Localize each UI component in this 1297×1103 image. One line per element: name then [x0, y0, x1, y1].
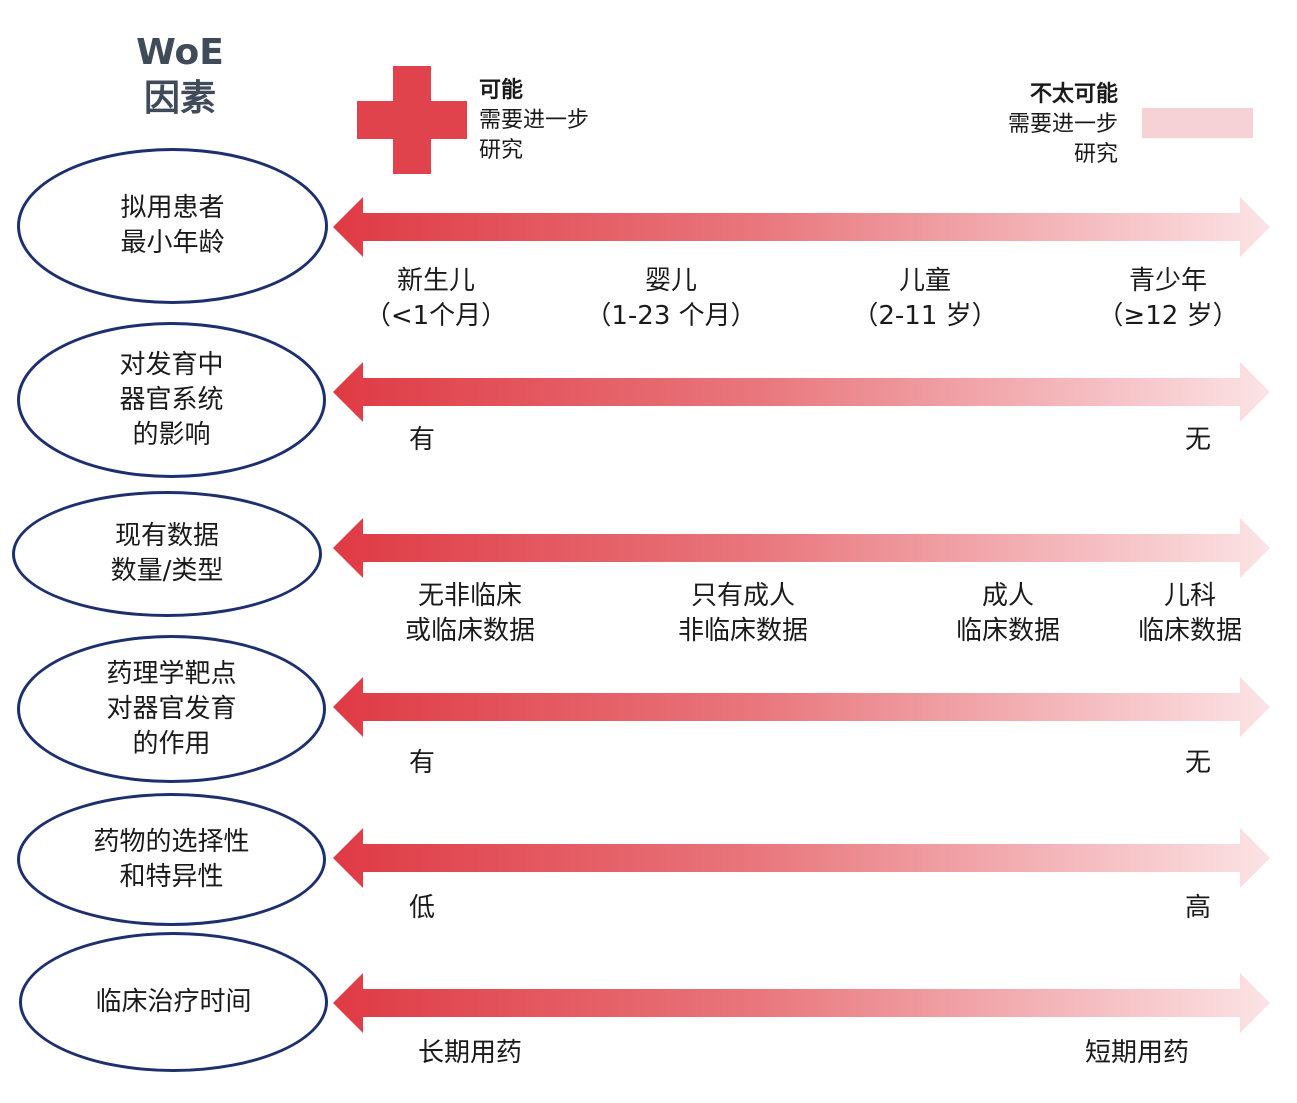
gradient-arrow [333, 518, 1270, 578]
scale-label: 新生儿 （<1个月） [365, 264, 507, 334]
scale-label: 无非临床 或临床数据 [405, 579, 535, 649]
gradient-arrow [333, 973, 1270, 1033]
scale-label: 有 [409, 425, 436, 455]
factor-ellipse-pharmacology-target: 药理学靶点 对器官发育 的作用 [17, 635, 326, 783]
scale-label-line: 儿童 [898, 266, 951, 296]
scale-label: 青少年 （≥12 岁） [1097, 264, 1238, 334]
factor-text: 药物的选择性 [93, 826, 250, 857]
scale-label: 短期用药 [1085, 1038, 1190, 1068]
gradient-arrow [333, 362, 1270, 422]
legend-likely-line1: 需要进一步 [479, 108, 590, 133]
factor-text: 对器官发育 [106, 693, 237, 724]
scale-label-line: 临床数据 [955, 616, 1061, 646]
factor-text: 的影响 [132, 419, 211, 450]
factor-text: 现有数据 [114, 521, 219, 551]
factor-text: 药理学靶点 [106, 658, 237, 689]
scale-label: 高 [1185, 893, 1212, 923]
title-line-1: WoE [136, 32, 224, 73]
plus-icon-bar [357, 101, 467, 139]
scale-label: 无 [1185, 748, 1212, 778]
scale-label: 婴儿 （1-23 个月） [585, 264, 756, 334]
scale-label-line: 新生儿 [396, 266, 476, 296]
scale-label-line: 或临床数据 [404, 616, 536, 646]
factor-ellipse-selectivity: 药物的选择性 和特异性 [17, 793, 326, 926]
gradient-arrow [333, 677, 1270, 737]
factor-text: 数量/类型 [110, 556, 224, 586]
factor-ellipse-developing-organs: 对发育中 器官系统 的影响 [17, 322, 326, 478]
legend-light-swatch [1142, 108, 1253, 138]
woe-factors-title: WoE 因素 [100, 30, 260, 122]
scale-label: 低 [409, 893, 436, 923]
scale-label-line: （1-23 个月） [585, 301, 757, 331]
scale-label-line: （≥12 岁） [1097, 301, 1239, 331]
title-line-2: 因素 [143, 78, 216, 119]
factor-text: 临床治疗时间 [95, 986, 252, 1017]
scale-label-line: （2-11 岁） [852, 301, 998, 331]
factor-ellipse-data-quantity: 现有数据 数量/类型 [12, 491, 322, 617]
scale-label: 只有成人 非临床数据 [678, 579, 808, 649]
scale-label: 有 [409, 748, 436, 778]
scale-label: 儿科 临床数据 [1138, 579, 1242, 649]
scale-label-line: 成人 [981, 581, 1035, 611]
legend-likely-line2: 研究 [479, 138, 524, 163]
factor-text: 最小年龄 [120, 228, 225, 258]
scale-label-line: 青少年 [1128, 266, 1208, 296]
legend-likely: 可能 需要进一步 研究 [479, 76, 589, 166]
factor-ellipse-min-age: 拟用患者 最小年龄 [17, 148, 328, 304]
legend-unlikely-title: 不太可能 [1029, 82, 1118, 107]
factor-text: 和特异性 [119, 861, 224, 892]
legend-unlikely-line1: 需要进一步 [1007, 112, 1118, 137]
scale-label-line: 只有成人 [690, 581, 796, 611]
scale-label: 长期用药 [418, 1038, 523, 1068]
factor-text: 器官系统 [119, 384, 224, 415]
scale-label: 儿童 （2-11 岁） [852, 264, 997, 334]
scale-label: 无 [1185, 425, 1212, 455]
scale-label-line: 无非临床 [417, 581, 523, 611]
factor-ellipse-treatment-duration: 临床治疗时间 [19, 932, 328, 1072]
factor-text: 的作用 [132, 728, 211, 759]
scale-label-line: 非临床数据 [677, 616, 809, 646]
legend-likely-title: 可能 [479, 78, 524, 103]
scale-label: 成人 临床数据 [956, 579, 1060, 649]
scale-label-line: 儿科 [1163, 581, 1217, 611]
scale-label-line: （<1个月） [364, 301, 508, 331]
legend-unlikely: 不太可能 需要进一步 研究 [1008, 80, 1118, 170]
legend-unlikely-line2: 研究 [1073, 142, 1118, 167]
factor-text: 对发育中 [119, 349, 224, 380]
gradient-arrow [333, 197, 1270, 257]
factor-text: 拟用患者 [120, 193, 225, 223]
scale-label-line: 婴儿 [644, 266, 697, 296]
scale-label-line: 临床数据 [1137, 616, 1243, 646]
gradient-arrow [333, 828, 1270, 888]
